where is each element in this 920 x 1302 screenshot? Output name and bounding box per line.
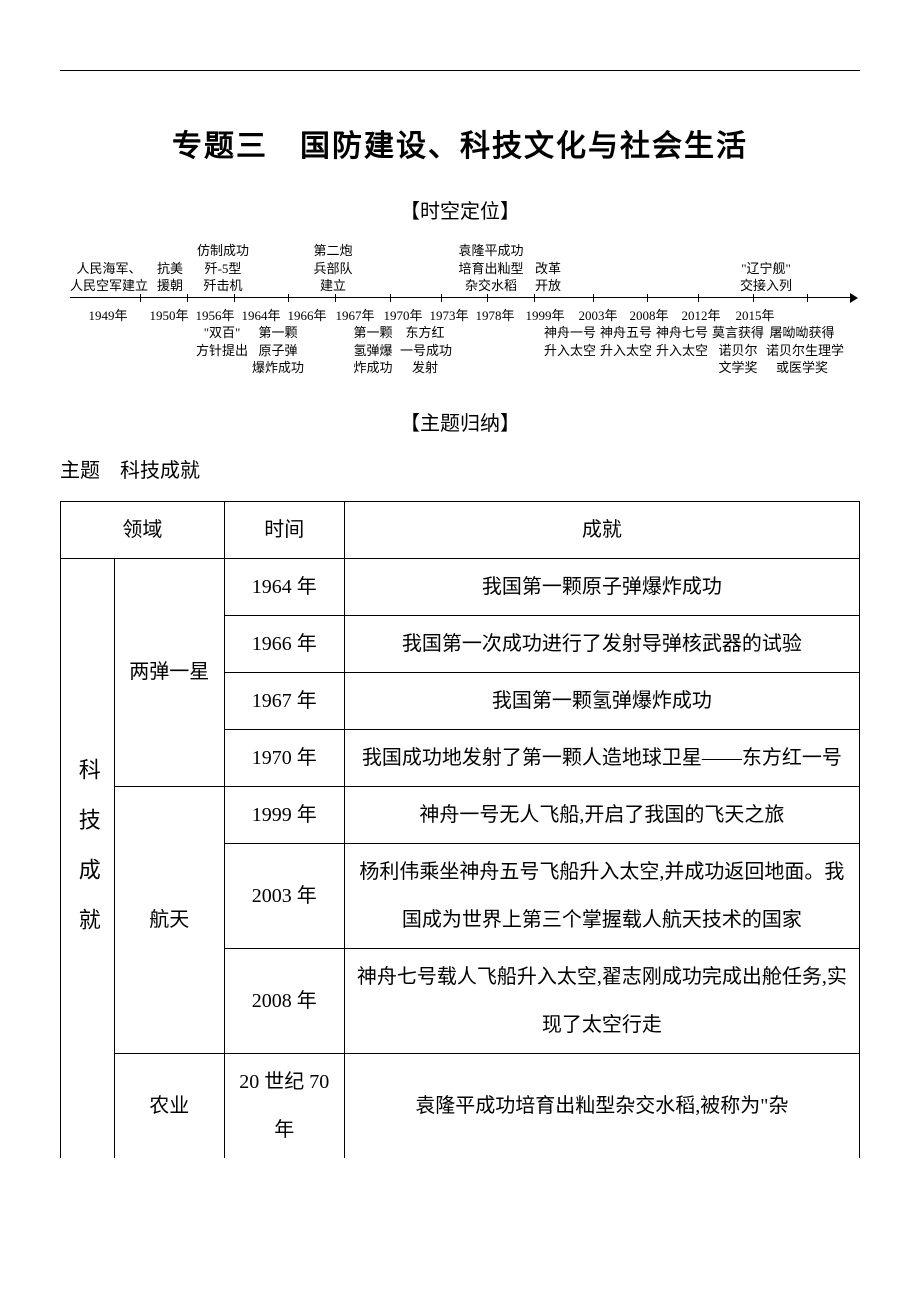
- timeline-year: 1950年: [146, 307, 192, 325]
- col-time: 时间: [224, 501, 344, 558]
- timeline-event: 神舟五号升入太空: [598, 324, 654, 377]
- timeline-below-row: "双百"方针提出 第一颗原子弹爆炸成功 第一颗氢弹爆炸成功东方红一号成功发射 神…: [70, 324, 850, 377]
- timeline-year: 1973年: [426, 307, 472, 325]
- year-cell: 1970 年: [224, 729, 344, 786]
- section-summary-label: 【主题归纳】: [60, 407, 860, 436]
- year-cell: 2003 年: [224, 843, 344, 948]
- achievement-cell: 杨利伟乘坐神舟五号飞船升入太空,并成功返回地面。我国成为世界上第三个掌握载人航天…: [344, 843, 859, 948]
- table-row: 农业20 世纪 70 年袁隆平成功培育出籼型杂交水稻,被称为"杂: [61, 1053, 860, 1158]
- timeline-tick: [234, 294, 235, 302]
- timeline-tick: [140, 294, 141, 302]
- timeline-event: 莫言获得诺贝尔文学奖: [710, 324, 766, 377]
- year-cell: 2008 年: [224, 948, 344, 1053]
- timeline-tick: [187, 294, 188, 302]
- timeline-event: "辽宁舰"交接入列: [738, 242, 794, 295]
- top-rule: [60, 70, 860, 71]
- timeline-year: 1967年: [330, 307, 380, 325]
- timeline-axis: [70, 297, 850, 305]
- year-cell: 1999 年: [224, 786, 344, 843]
- timeline-year: 1964年: [238, 307, 284, 325]
- timeline-tick: [698, 294, 699, 302]
- table-header-row: 领域 时间 成就: [61, 501, 860, 558]
- timeline-tick: [807, 294, 808, 302]
- timeline-year: 2012年: [674, 307, 728, 325]
- timeline-event: 仿制成功歼-5型歼击机: [192, 242, 254, 295]
- timeline-tick: [441, 294, 442, 302]
- timeline-event: [622, 242, 682, 295]
- timeline-event: [570, 242, 622, 295]
- timeline-years-row: 1949年1950年1956年1964年1966年1967年1970年1973年…: [70, 307, 850, 325]
- section-timeline-label: 【时空定位】: [60, 195, 860, 224]
- timeline: 人民海军、人民空军建立抗美援朝仿制成功歼-5型歼击机 第二炮兵部队建立 袁隆平成…: [70, 242, 850, 377]
- timeline-year: 1978年: [472, 307, 518, 325]
- timeline-event: [408, 242, 456, 295]
- timeline-event: 屠呦呦获得诺贝尔生理学或医学奖: [766, 324, 838, 377]
- timeline-event: 第一颗氢弹爆炸成功: [346, 324, 400, 377]
- timeline-year: 2003年: [572, 307, 624, 325]
- timeline-year: 1999年: [518, 307, 572, 325]
- timeline-event: 袁隆平成功培育出籼型杂交水稻: [456, 242, 526, 295]
- timeline-tick: [335, 294, 336, 302]
- timeline-year: 1956年: [192, 307, 238, 325]
- timeline-event: 第二炮兵部队建立: [306, 242, 360, 295]
- timeline-above-row: 人民海军、人民空军建立抗美援朝仿制成功歼-5型歼击机 第二炮兵部队建立 袁隆平成…: [70, 242, 850, 295]
- achievement-cell: 我国第一颗原子弹爆炸成功: [344, 558, 859, 615]
- category-cell: 两弹一星: [114, 558, 224, 786]
- timeline-tick: [534, 294, 535, 302]
- achievement-cell: 我国第一颗氢弹爆炸成功: [344, 672, 859, 729]
- category-cell: 航天: [114, 786, 224, 1053]
- timeline-tick: [390, 294, 391, 302]
- category-cell: 农业: [114, 1053, 224, 1158]
- achievements-table: 领域 时间 成就 科技成就两弹一星1964 年我国第一颗原子弹爆炸成功1966 …: [60, 501, 860, 1158]
- table-row: 科技成就两弹一星1964 年我国第一颗原子弹爆炸成功: [61, 558, 860, 615]
- timeline-year: 1966年: [284, 307, 330, 325]
- timeline-event: [360, 242, 408, 295]
- year-cell: 1964 年: [224, 558, 344, 615]
- achievement-cell: 神舟一号无人飞船,开启了我国的飞天之旅: [344, 786, 859, 843]
- timeline-year: 1970年: [380, 307, 426, 325]
- page-title: 专题三 国防建设、科技文化与社会生活: [60, 121, 860, 165]
- timeline-event: 神舟七号升入太空: [654, 324, 710, 377]
- achievement-cell: 我国第一次成功进行了发射导弹核武器的试验: [344, 615, 859, 672]
- timeline-year: 2008年: [624, 307, 674, 325]
- timeline-year: 2015年: [728, 307, 782, 325]
- table-row: 航天1999 年神舟一号无人飞船,开启了我国的飞天之旅: [61, 786, 860, 843]
- year-cell: 1966 年: [224, 615, 344, 672]
- col-achievement: 成就: [344, 501, 859, 558]
- timeline-event: [304, 324, 346, 377]
- timeline-tick: [288, 294, 289, 302]
- col-domain: 领域: [61, 501, 225, 558]
- achievement-cell: 袁隆平成功培育出籼型杂交水稻,被称为"杂: [344, 1053, 859, 1158]
- achievement-cell: 神舟七号载人飞船升入太空,翟志刚成功完成出舱任务,实现了太空行走: [344, 948, 859, 1053]
- topic-label: 主题 科技成就: [60, 454, 860, 483]
- timeline-year: 1949年: [70, 307, 146, 325]
- timeline-event: 抗美援朝: [148, 260, 192, 295]
- achievement-cell: 我国成功地发射了第一颗人造地球卫星——东方红一号: [344, 729, 859, 786]
- timeline-tick: [593, 294, 594, 302]
- timeline-event: 东方红一号成功发射: [400, 324, 450, 377]
- table-body: 科技成就两弹一星1964 年我国第一颗原子弹爆炸成功1966 年我国第一次成功进…: [61, 558, 860, 1158]
- timeline-event: [682, 242, 738, 295]
- rowgroup-label: 科技成就: [61, 558, 115, 1158]
- timeline-event: [794, 242, 850, 295]
- timeline-event: 神舟一号升入太空: [542, 324, 598, 377]
- timeline-event: 人民海军、人民空军建立: [70, 260, 148, 295]
- timeline-event: [254, 260, 306, 295]
- timeline-event: [70, 324, 192, 377]
- timeline-tick: [647, 294, 648, 302]
- year-cell: 20 世纪 70 年: [224, 1053, 344, 1158]
- timeline-tick: [753, 294, 754, 302]
- timeline-event: "双百"方针提出: [192, 324, 252, 377]
- timeline-event: 第一颗原子弹爆炸成功: [252, 324, 304, 377]
- timeline-tick: [487, 294, 488, 302]
- timeline-event: 改革开放: [526, 242, 570, 295]
- year-cell: 1967 年: [224, 672, 344, 729]
- timeline-event: [450, 324, 542, 377]
